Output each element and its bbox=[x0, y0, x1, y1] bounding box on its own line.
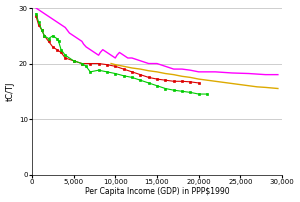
X-axis label: Per Capita Income (GDP) in PPP$1990: Per Capita Income (GDP) in PPP$1990 bbox=[85, 187, 229, 196]
Y-axis label: tC/TJ: tC/TJ bbox=[6, 82, 15, 101]
